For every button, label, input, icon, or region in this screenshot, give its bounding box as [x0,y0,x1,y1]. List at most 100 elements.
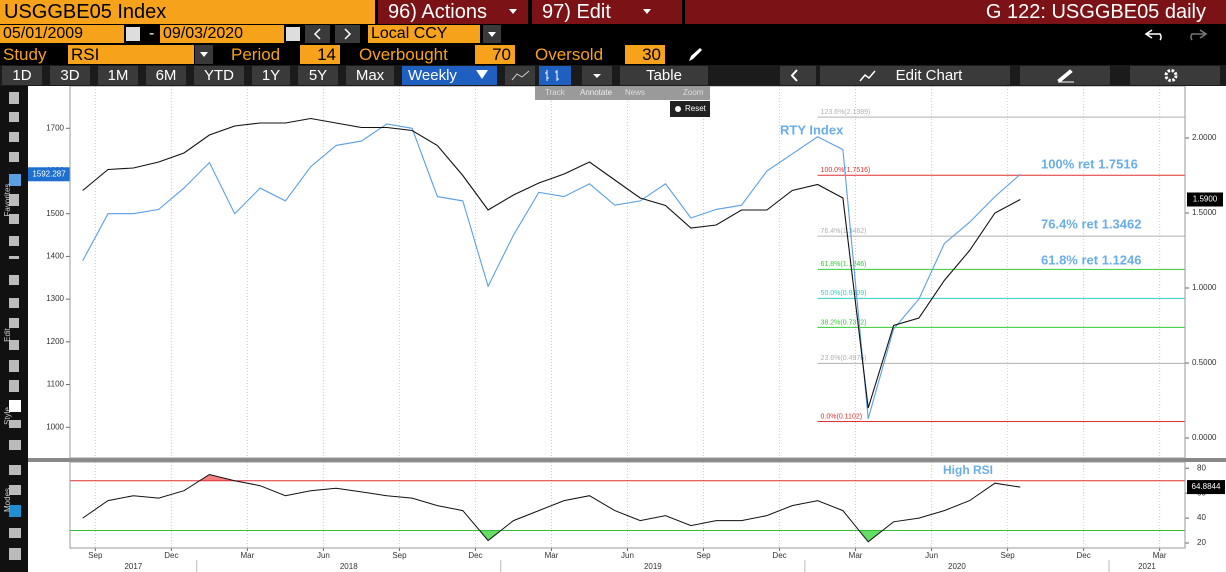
last-value-tag [1187,192,1223,207]
dropdown-arrow [476,70,488,79]
y-tick-label: 1700 [46,123,64,132]
pen-icon[interactable] [686,46,704,64]
x-tick-label: Jun [925,551,938,560]
oversold-label: Oversold [532,45,622,64]
plot-layer: Sep Dec Mar Jun Sep Dec Mar Jun Sep Dec Mar Jun Sep D… [28,86,1225,572]
range-button[interactable]: 1Y [252,66,290,85]
currency-field[interactable]: Local CCY [368,25,480,43]
range-button[interactable]: YTD [194,66,244,85]
range-button[interactable]: Max [346,66,394,85]
undo-redo[interactable] [1140,26,1220,42]
range-button[interactable]: 5Y [298,66,338,85]
side-label: Edit [3,327,12,342]
start-date[interactable]: 05/01/2009 [0,25,124,43]
calendar-icon[interactable] [126,27,140,41]
rsi-frame [69,461,1186,549]
dropdown-arrow [643,9,651,14]
y2-tick-label: 1.0000 [1192,283,1217,292]
series-line [82,473,1021,543]
range-button[interactable]: 1D [2,66,42,85]
x-tick-label: Sep [392,551,407,560]
annotation: 100% ret 1.7516 [1041,156,1138,171]
rsi-tick-label: 20 [1197,538,1206,547]
x-tick-label: Mar [849,551,863,560]
calendar-icon[interactable] [286,27,300,41]
dropdown-arrow [509,9,517,14]
period-field[interactable]: 14 [300,45,340,64]
fib-label: 23.6%(0.4976) [821,355,867,362]
fib-label: 123.6%(2.1389) [821,109,871,116]
y2-tick-label: 0.0000 [1192,433,1217,442]
rsi-annotation: High RSI [943,463,993,477]
actions-menu[interactable]: 96) Actions [378,0,528,24]
study-label: Study [0,45,64,64]
table-button[interactable]: Table [620,66,708,85]
y-tick-label: 1100 [47,380,65,389]
window-title: G 122: USGGBE05 daily [685,0,1226,24]
y2-tick-label: 2.0000 [1192,133,1217,142]
popup-item[interactable]: Track [545,88,566,97]
popup-item[interactable]: Annotate [580,88,613,97]
end-date[interactable]: 09/03/2020 [160,25,284,43]
overbought-field[interactable]: 70 [475,45,515,64]
x-tick-label: Dec [1077,551,1091,560]
x-tick-label: Sep [696,551,711,560]
rsi-tick-label: 80 [1197,463,1206,472]
y-tick-label: 1200 [46,337,64,346]
fib-label: 76.4%(1.3462) [821,228,867,235]
date-separator: - [149,25,155,42]
fib-label: 100.0%(1.7516) [821,167,871,174]
side-label: Favorites [3,184,12,217]
year-label: 2021 [1138,562,1156,571]
x-tick-label: Jun [621,551,634,560]
popup [535,86,710,117]
edit-chart-button[interactable]: Edit Chart [820,66,1010,85]
panel-divider [28,458,1226,462]
nav-arrows[interactable] [305,25,361,43]
chart-type-icons[interactable] [505,66,615,85]
x-tick-label: Dec [468,551,482,560]
range-button[interactable]: 1M [98,66,138,85]
side-icons [9,92,21,560]
last-value-tag [1187,480,1225,495]
period-label: Period [228,45,298,64]
x-tick-label: Sep [88,551,103,560]
study-dropdown[interactable] [195,45,213,64]
fib-label: 38.2%(0.7372) [821,319,867,326]
y2-tick-label: 0.5000 [1192,358,1217,367]
x-tick-label: Mar [240,551,254,560]
y-tick-label: 1500 [46,209,64,218]
popup-item[interactable]: News [625,88,645,97]
x-tick-label: Dec [772,551,786,560]
side-label: Style [3,407,12,425]
last-value-tag [28,167,70,182]
currency-dropdown[interactable] [483,25,501,43]
y-tick-label: 1300 [46,294,64,303]
oversold-field[interactable]: 30 [625,45,665,64]
range-button[interactable]: 3D [50,66,90,85]
y-tick-label: 1000 [46,422,64,431]
rsi-tick-label: 40 [1197,513,1206,522]
popup-item[interactable]: Zoom [683,88,704,97]
fib-label: 61.8%(1.1246) [821,261,867,268]
range-button[interactable]: 6M [146,66,186,85]
reset-button[interactable]: Reset [685,104,707,113]
edit-chart-icon [859,70,876,82]
tool-icons[interactable] [1020,66,1220,85]
year-label: 2017 [124,562,142,571]
collapse-button[interactable] [780,66,816,85]
y-tick-label: 1400 [46,252,64,261]
annotation: 76.4% ret 1.3462 [1041,216,1141,231]
year-label: 2018 [340,562,358,571]
side-label: Modes [3,488,12,512]
edit-menu[interactable]: 97) Edit [532,0,682,24]
security-field[interactable]: USGGBE05 Index [0,0,375,24]
x-tick-label: Jun [317,551,330,560]
x-tick-label: Dec [164,551,178,560]
frequency-button[interactable]: Weekly [402,66,497,85]
annotation: 61.8% ret 1.1246 [1041,252,1141,267]
study-field[interactable]: RSI [68,45,194,64]
last-value-text: 1.5900 [1193,195,1218,204]
